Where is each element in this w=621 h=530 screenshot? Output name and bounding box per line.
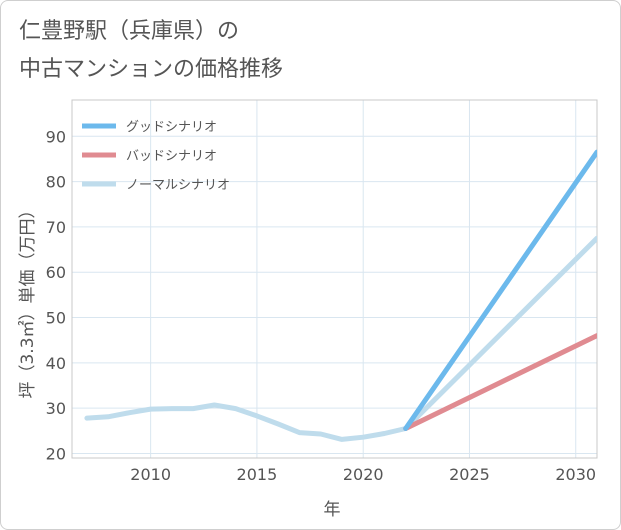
y-tick-label: 30 [46,399,66,418]
y-tick-label: 70 [46,218,66,237]
y-tick-label: 90 [46,127,66,146]
plot-frame [71,99,598,459]
title-line-2: 中古マンションの価格推移 [19,57,284,82]
series-line-1 [403,333,597,431]
series-line-2 [84,235,597,442]
x-axis-label: 年 [324,500,341,520]
y-tick-label: 80 [46,173,66,192]
legend-label-0: グッドシナリオ [126,120,217,135]
title-line-1: 仁豊野駅（兵庫県）の [19,19,240,44]
page-title: 仁豊野駅（兵庫県）の 中古マンションの価格推移 [19,13,283,89]
x-tick-label: 2015 [237,465,278,484]
y-axis-label: 坪（3.3㎡）単価（万円） [18,201,38,398]
x-tick-label: 2010 [130,465,171,484]
y-tick-label: 40 [46,354,66,373]
y-tick-label: 60 [46,263,66,282]
series-line-0 [403,149,597,431]
legend-label-1: バッドシナリオ [126,149,217,164]
series [84,149,597,442]
legend-label-2: ノーマルシナリオ [126,178,230,193]
x-tick-label: 2020 [343,465,384,484]
x-tick-label: 2030 [555,465,596,484]
y-tick-label: 20 [46,444,66,463]
x-tick-label: 2025 [449,465,490,484]
y-tick-label: 50 [46,309,66,328]
